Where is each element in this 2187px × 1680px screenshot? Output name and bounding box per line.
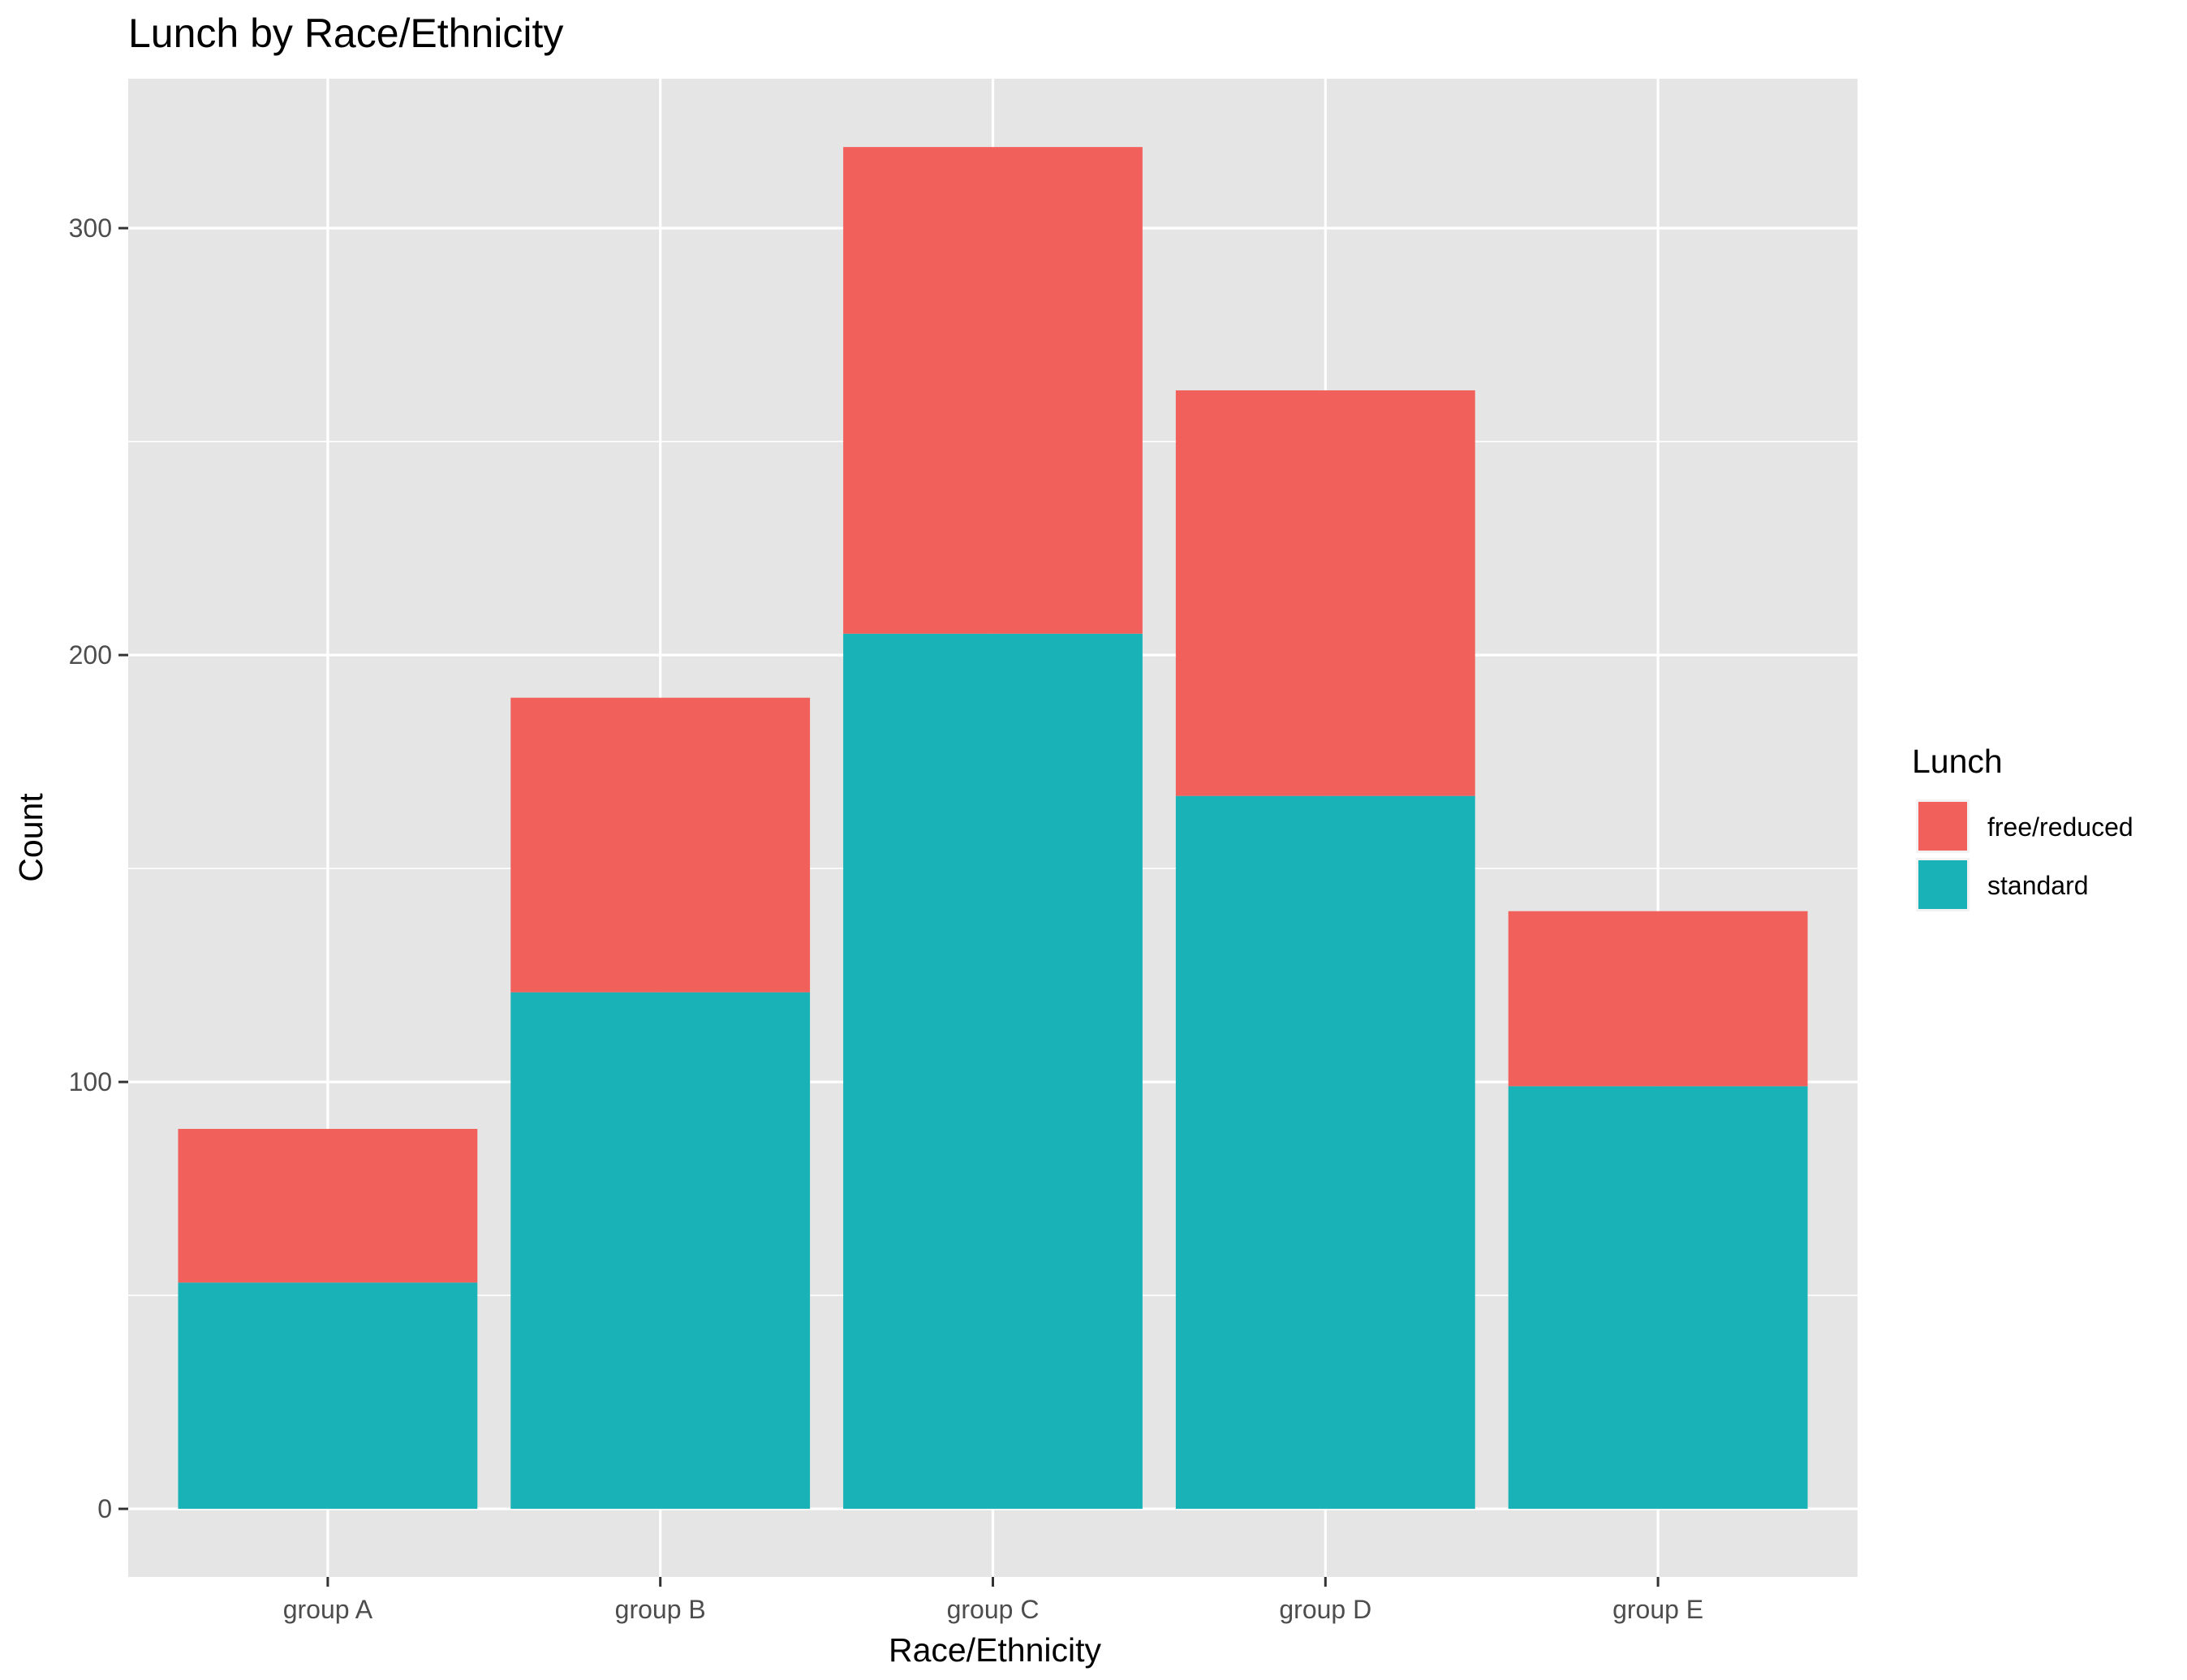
y-tick-label: 300 (69, 213, 112, 243)
bar-free-reduced-group-b (510, 697, 811, 993)
y-tick-label: 100 (69, 1067, 112, 1096)
bar-free-reduced-group-a (178, 1128, 478, 1283)
bar-standard-group-d (1175, 795, 1475, 1510)
x-tick-label: group C (947, 1595, 1040, 1624)
legend-label: standard (1987, 871, 2089, 900)
bar-free-reduced-group-e (1508, 911, 1808, 1087)
bar-standard-group-a (178, 1282, 478, 1510)
y-tick-label: 200 (69, 640, 112, 670)
bar-standard-group-b (510, 992, 811, 1510)
bars (178, 147, 1808, 1510)
x-axis: group A group B group C group D group E (283, 1577, 1703, 1624)
y-axis: 0 100 200 300 (69, 213, 128, 1523)
bar-standard-group-c (843, 633, 1143, 1510)
x-axis-title: Race/Ethnicity (889, 1631, 1102, 1669)
x-tick-label: group D (1279, 1595, 1371, 1624)
chart-title: Lunch by Race/Ethnicity (128, 11, 563, 56)
legend: Lunch free/reduced standard (1912, 743, 2133, 911)
y-axis-title: Count (12, 793, 50, 882)
legend-swatch (1918, 802, 1967, 851)
bar-free-reduced-group-d (1175, 390, 1475, 796)
legend-title: Lunch (1912, 743, 2003, 780)
legend-label: free/reduced (1987, 812, 2133, 842)
x-tick-label: group B (615, 1595, 706, 1624)
bar-standard-group-e (1508, 1086, 1808, 1510)
x-tick-label: group E (1612, 1595, 1703, 1624)
legend-swatch (1918, 860, 1967, 909)
legend-items: free/reduced standard (1916, 799, 2133, 911)
x-tick-label: group A (283, 1595, 373, 1624)
y-tick-label: 0 (97, 1494, 112, 1523)
bar-free-reduced-group-c (843, 147, 1143, 634)
